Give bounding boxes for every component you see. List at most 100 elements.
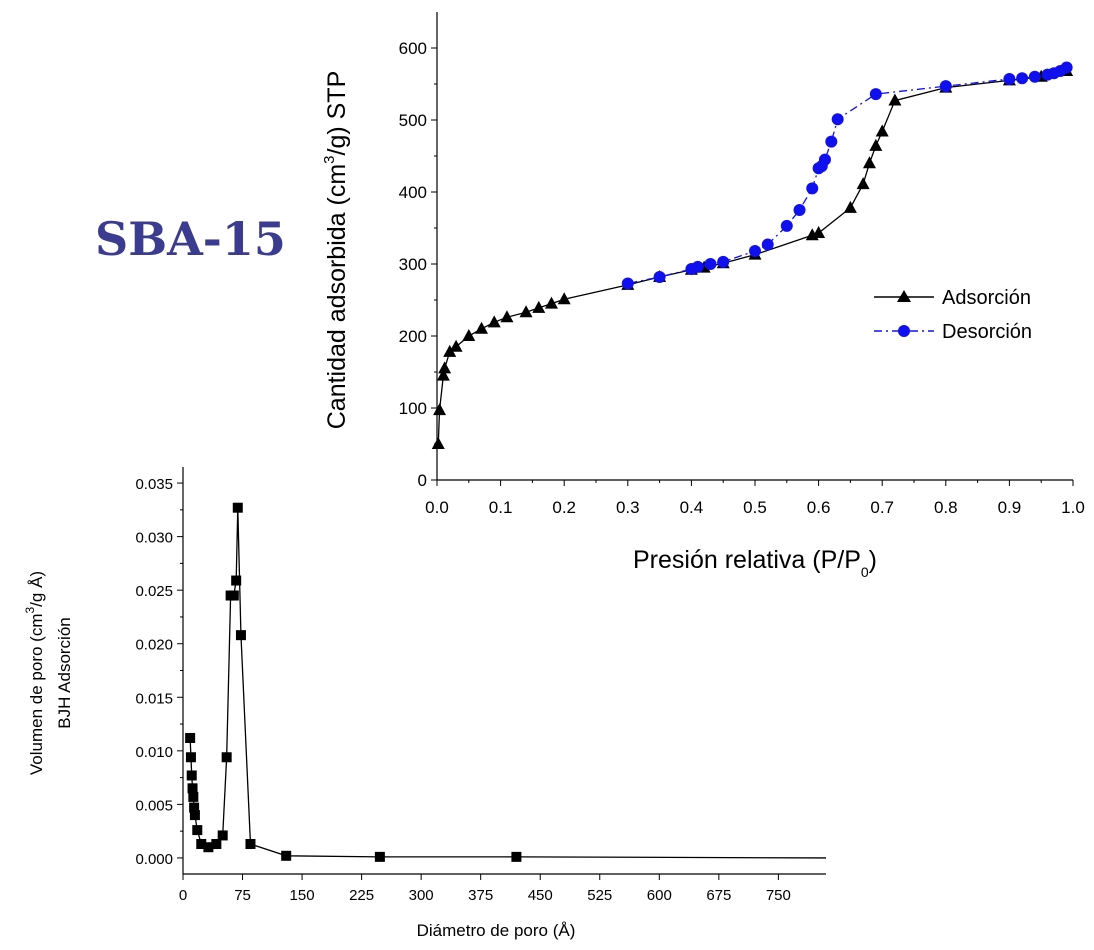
isotherm-point [1028, 70, 1041, 83]
isotherm-y-tick-label: 300 [399, 255, 427, 274]
pore-size-x-tick-label: 675 [706, 887, 731, 904]
isotherm-point [749, 245, 761, 258]
isotherm-point [431, 437, 445, 449]
isotherm-x-tick-label: 0.7 [870, 498, 894, 517]
pore-size-x-tick-label: 375 [468, 887, 493, 904]
pore-size-x-tick-label: 300 [409, 887, 434, 904]
isotherm-point [462, 329, 476, 341]
pore-size-y-tick-label: 0.010 [135, 744, 173, 761]
pore-size-x-tick-label: 150 [290, 887, 315, 904]
isotherm-point [544, 296, 558, 309]
isotherm-point [1016, 72, 1029, 85]
pore-size-point [189, 802, 200, 813]
isotherm-point [557, 292, 571, 305]
isotherm-y-tick-label: 200 [399, 327, 427, 346]
isotherm-point [685, 263, 698, 276]
isotherm-x-tick-label: 0.6 [807, 498, 831, 517]
pore-size-y-tick-label: 0.000 [135, 851, 173, 868]
pore-size-x-tick-label: 525 [587, 887, 612, 904]
isotherm-point [862, 156, 876, 169]
isotherm-x-tick-label: 0.2 [552, 498, 576, 517]
isotherm-point [812, 162, 825, 175]
isotherm-x-tick-label: 0.3 [616, 498, 640, 517]
isotherm-point [1041, 68, 1054, 81]
isotherm-point [1003, 72, 1016, 85]
pore-size-point [281, 850, 292, 861]
pore-size-point [245, 839, 256, 850]
pore-size-point [187, 783, 198, 794]
isotherm-point [621, 277, 634, 290]
isotherm-point [475, 321, 489, 334]
isotherm-x-tick-label: 1.0 [1061, 498, 1085, 517]
isotherm-y-tick-label: 0 [418, 471, 427, 490]
pore-size-point [185, 752, 196, 763]
isotherm-point [875, 124, 889, 137]
pore-size-axes [182, 467, 826, 875]
legend-adsorcion-marker [897, 290, 911, 302]
isotherm-y-tick-label: 500 [399, 111, 427, 130]
isotherm-x-tick-label: 0.4 [680, 498, 704, 517]
pore-size-point [203, 842, 214, 853]
pore-size-x-tick-label: 600 [647, 887, 672, 904]
pore-size-x-axis-label: Diámetro de poro (Å) [417, 921, 576, 940]
pore-size-y-tick-label: 0.015 [135, 690, 173, 707]
isotherm-point [793, 204, 806, 216]
sample-title: SBA-15 [95, 212, 286, 266]
pore-size-y-tick-label: 0.035 [135, 476, 173, 493]
pore-size-series [185, 502, 827, 862]
legend-desorcion-marker [898, 325, 910, 337]
pore-size-x-tick-label: 750 [766, 887, 791, 904]
pore-size-point [186, 770, 197, 781]
isotherm-point [831, 113, 844, 126]
pore-size-point [231, 575, 242, 586]
isotherm-point [761, 238, 774, 251]
pore-size-point [188, 791, 199, 802]
isotherm-point [888, 93, 902, 106]
pore-size-y-tick-label: 0.030 [135, 530, 173, 547]
pore-size-y-axis-label-2: BJH Adsorción [55, 617, 74, 729]
isotherm-point [532, 300, 546, 313]
isotherm-point [443, 344, 457, 357]
isotherm-y-tick-label: 100 [399, 399, 427, 418]
pore-size-point [196, 839, 207, 850]
isotherm-x-tick-label: 0.1 [489, 498, 513, 517]
pore-size-point [192, 825, 203, 836]
isotherm-x-tick-label: 0.5 [743, 498, 767, 517]
pore-size-point [211, 839, 222, 850]
pore-size-y-tick-label: 0.020 [135, 637, 173, 654]
pore-size-ticks: 0 75 150 225 300 375 450 525 600 675 750 0.000 0.005… [135, 476, 790, 904]
pore-size-point [374, 851, 385, 862]
pore-size-chart: 0 75 150 225 300 375 450 525 600 675 750 0.000 0.005… [23, 467, 827, 940]
isotherm-point [843, 200, 857, 213]
isotherm-point [436, 368, 450, 381]
isotherm-point [500, 310, 514, 323]
isotherm-point [939, 80, 952, 93]
isotherm-point [869, 88, 882, 101]
isotherm-legend: Adsorción Desorción [874, 287, 1032, 343]
isotherm-chart: 0.0 0.1 0.2 0.3 0.4 0.5 0.6 0.7 0.8 0.9 1.0 0 100 200… [321, 12, 1085, 580]
pore-size-x-tick-label: 225 [349, 887, 374, 904]
isotherm-point [487, 315, 501, 328]
pore-size-y-tick-label: 0.005 [135, 797, 173, 814]
isotherm-point [825, 135, 838, 148]
pore-size-point [221, 752, 232, 763]
pore-size-y-axis-label: Volumen de poro (cm3/g Å) [23, 571, 46, 775]
pore-size-x-tick-label: 75 [234, 887, 251, 904]
isotherm-point [806, 182, 819, 195]
isotherm-x-axis-label: Presión relativa (P/P0) [633, 546, 877, 580]
isotherm-point [519, 305, 533, 318]
pore-size-point [232, 502, 243, 513]
isotherm-point [704, 258, 717, 270]
isotherm-point [869, 138, 883, 151]
isotherm-x-tick-label: 0.8 [934, 498, 958, 517]
isotherm-point [438, 361, 452, 374]
isotherm-y-tick-label: 600 [399, 39, 427, 58]
pore-size-x-tick-label: 0 [179, 887, 187, 904]
isotherm-point [433, 403, 447, 416]
isotherm-y-tick-label: 400 [399, 183, 427, 202]
pore-size-point [185, 732, 196, 743]
pore-size-point [217, 830, 228, 841]
isotherm-point [812, 226, 826, 239]
isotherm-point [653, 270, 666, 283]
